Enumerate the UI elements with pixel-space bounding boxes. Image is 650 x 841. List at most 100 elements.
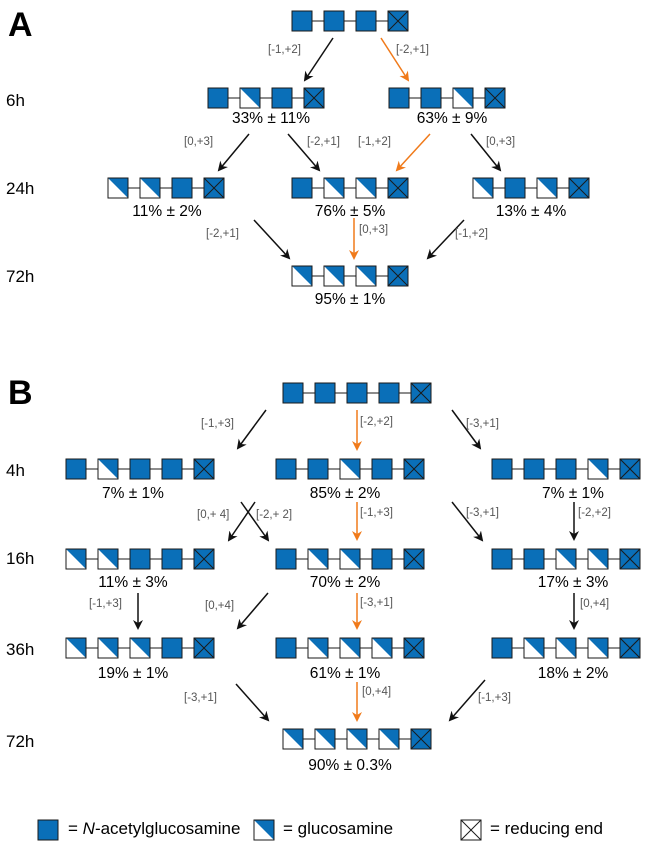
reducing-end-unit — [387, 177, 409, 199]
glcnac-unit — [275, 458, 297, 480]
reducing-end-unit — [387, 10, 409, 32]
chain-b-36h-mid — [275, 637, 425, 659]
reducing-end-unit — [619, 458, 641, 480]
arrow-a-0 — [303, 37, 334, 82]
step-b-1: [-2,+2] — [360, 416, 393, 428]
step-b-9: [0,+4] — [205, 600, 235, 612]
percent-b-4h-right: 7% ± 1% — [542, 485, 604, 502]
arrow-a-2 — [217, 133, 250, 172]
reducing-end-unit — [403, 637, 425, 659]
reducing-end-unit — [619, 637, 641, 659]
glcnac-unit — [388, 87, 410, 109]
glucosamine-unit — [378, 728, 400, 750]
step-b-5: [-1,+3] — [360, 507, 393, 519]
step-a-5: [0,+3] — [486, 136, 516, 148]
reducing-end-unit — [193, 458, 215, 480]
legend-reducing-text: = reducing end — [490, 819, 603, 838]
glucosamine-unit — [555, 637, 577, 659]
chain-a-24h-mid — [291, 177, 409, 199]
glucosamine-unit — [452, 87, 474, 109]
arrow-b-3 — [227, 501, 256, 542]
glucosamine-unit — [355, 265, 377, 287]
time-label-16h: 16h — [6, 549, 35, 568]
arrow-a-6 — [253, 219, 291, 260]
glcnac-unit — [523, 458, 545, 480]
glucosamine-unit — [371, 637, 393, 659]
glcnac-unit — [555, 458, 577, 480]
percent-b-16h-left: 11% ± 3% — [98, 574, 168, 591]
reducing-end-unit — [410, 728, 432, 750]
glucosamine-unit — [323, 265, 345, 287]
glucosamine-unit — [291, 265, 313, 287]
reducing-end-unit — [568, 177, 590, 199]
glcnac-unit — [291, 10, 313, 32]
step-a-7: [0,+3] — [359, 224, 389, 236]
time-label-72h: 72h — [6, 267, 35, 286]
glucosamine-unit — [536, 177, 558, 199]
reducing-end-unit — [403, 458, 425, 480]
reducing-end-unit — [193, 637, 215, 659]
arrow-a-4 — [395, 133, 431, 172]
glucosamine-unit — [253, 819, 275, 841]
glucosamine-unit — [65, 637, 87, 659]
percent-b-36h-right: 18% ± 2% — [537, 665, 609, 682]
glucosamine-unit — [314, 728, 336, 750]
step-a-3: [-2,+1] — [307, 136, 340, 148]
glucosamine-unit — [307, 548, 329, 570]
glcnac-unit — [371, 548, 393, 570]
step-b-0: [-1,+3] — [201, 418, 234, 430]
glucosamine-unit — [239, 87, 261, 109]
step-b-12: [-3,+1] — [184, 692, 217, 704]
step-b-11: [0,+4] — [580, 598, 610, 610]
percent-a-24h-right: 13% ± 4% — [495, 203, 567, 220]
chain-a-24h-right — [472, 177, 590, 199]
glucosamine-unit — [587, 637, 609, 659]
reducing-end-unit — [484, 87, 506, 109]
legend-glcnac-text: = N-acetylglucosamine — [68, 819, 241, 838]
percent-a-24h-mid: 76% ± 5% — [314, 203, 386, 220]
arrow-b-12 — [235, 683, 270, 722]
glcnac-unit — [346, 382, 368, 404]
legend-glcnac-icon — [37, 819, 59, 841]
reducing-end-unit — [387, 265, 409, 287]
glcnac-unit — [161, 637, 183, 659]
step-b-2: [-3,+1] — [466, 418, 499, 430]
arrow-b-14 — [448, 679, 486, 722]
percent-b-4h-left: 7% ± 1% — [102, 485, 164, 502]
step-b-6: [-3,+1] — [466, 507, 499, 519]
glcnac-unit — [171, 177, 193, 199]
glcnac-unit — [275, 637, 297, 659]
chain-b-36h-left — [65, 637, 215, 659]
arrow-a-3 — [287, 133, 321, 172]
chain-b-4h-mid — [275, 458, 425, 480]
percent-a-6h-right: 63% ± 9% — [416, 110, 488, 127]
chain-a-start — [291, 10, 409, 32]
glcnac-unit — [420, 87, 442, 109]
glucosamine-unit — [472, 177, 494, 199]
chain-b-16h-right — [491, 548, 641, 570]
glcnac-unit — [291, 177, 313, 199]
arrow-b-2 — [451, 409, 482, 450]
step-a-8: [-1,+2] — [455, 228, 488, 240]
chain-a-24h-left — [107, 177, 225, 199]
step-b-8: [-1,+3] — [89, 598, 122, 610]
glucosamine-unit — [355, 177, 377, 199]
chain-a-6h-left — [207, 87, 325, 109]
step-a-2: [0,+3] — [184, 136, 214, 148]
percent-b-72h: 90% ± 0.3% — [308, 757, 392, 774]
arrow-b-0 — [236, 409, 267, 450]
time-label-4h: 4h — [6, 461, 25, 480]
glucosamine-unit — [139, 177, 161, 199]
chain-a-6h-right — [388, 87, 506, 109]
percent-b-16h-right: 17% ± 3% — [537, 574, 609, 591]
percent-a-24h-left: 11% ± 2% — [132, 203, 202, 220]
glucosamine-unit — [339, 637, 361, 659]
glucosamine-unit — [346, 728, 368, 750]
glcnac-unit — [307, 458, 329, 480]
reducing-end-unit — [619, 548, 641, 570]
glcnac-unit — [129, 458, 151, 480]
chain-a-72h — [291, 265, 409, 287]
glcnac-unit — [161, 458, 183, 480]
time-label-36h: 36h — [6, 640, 35, 659]
